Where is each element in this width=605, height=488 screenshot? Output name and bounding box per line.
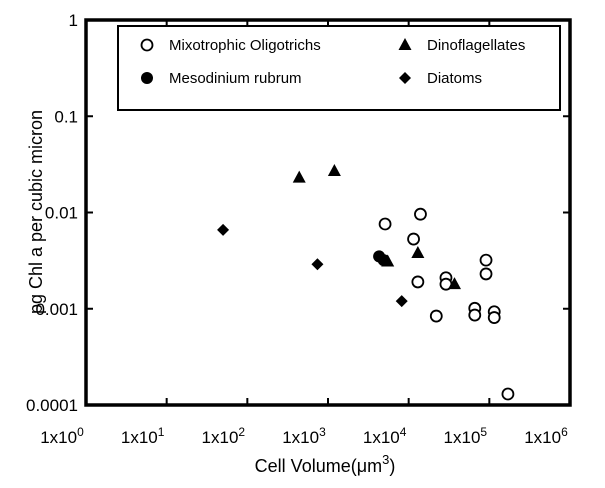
x-tick-label-exponent: 2 <box>238 425 245 439</box>
data-point <box>414 207 427 221</box>
x-tick-label-base: 1x10 <box>202 428 239 447</box>
x-tick-label-base: 1x10 <box>282 428 319 447</box>
x-tick-label-base: 1x10 <box>40 428 77 447</box>
data-point <box>217 223 230 236</box>
x-tick-label-exponent: 1 <box>158 425 165 439</box>
data-point <box>429 309 443 323</box>
legend-marker <box>140 38 154 52</box>
data-point <box>501 387 515 401</box>
data-point <box>327 163 341 176</box>
legend-label: Diatoms <box>427 70 482 87</box>
data-point <box>487 311 501 324</box>
y-tick-label: 0.001 <box>35 300 78 319</box>
data-point <box>411 245 425 258</box>
legend-label: Mesodinium rubrum <box>169 70 302 87</box>
data-point <box>378 217 392 231</box>
x-tick-label-base: 1x10 <box>363 428 400 447</box>
x-tick-label-exponent: 3 <box>319 425 326 439</box>
x-tick-label-base: 1x10 <box>524 428 561 447</box>
legend-label: Dinoflagellates <box>427 37 525 54</box>
x-axis-label-text: Cell Volume(μm <box>255 456 382 476</box>
y-tick-label: 1 <box>69 11 78 30</box>
legend-label: Mixotrophic Oligotrichs <box>169 37 321 54</box>
x-tick-label-exponent: 0 <box>77 425 84 439</box>
data-point <box>479 267 493 281</box>
data-point <box>448 277 462 290</box>
x-tick-label-base: 1x10 <box>121 428 158 447</box>
x-axis-label: Cell Volume(μm3) <box>255 452 396 476</box>
y-axis-label: pg Chl a per cubic micron <box>26 110 46 314</box>
x-tick-label: 1x101 <box>121 425 165 447</box>
y-tick-label: 0.01 <box>45 204 78 223</box>
y-tick-label: 0.1 <box>54 107 78 126</box>
legend-box <box>117 25 561 111</box>
x-axis-label-suffix: ) <box>389 456 395 476</box>
x-tick-label: 1x104 <box>363 425 407 447</box>
x-tick-label-exponent: 4 <box>400 425 407 439</box>
x-tick-label: 1x106 <box>524 425 568 447</box>
data-point <box>411 275 425 289</box>
legend-marker <box>399 72 411 84</box>
data-point <box>377 254 390 267</box>
data-point <box>479 253 493 267</box>
x-tick-label: 1x105 <box>444 425 488 447</box>
x-tick-label: 1x102 <box>202 425 246 447</box>
x-tick-label: 1x103 <box>282 425 326 447</box>
x-tick-label-base: 1x10 <box>444 428 481 447</box>
x-tick-label: 1x100 <box>40 425 84 447</box>
y-tick-label: 0.0001 <box>26 396 78 415</box>
data-point <box>407 232 420 246</box>
data-point <box>395 295 408 308</box>
x-tick-label-exponent: 5 <box>480 425 487 439</box>
legend-marker <box>398 38 412 50</box>
legend-marker <box>141 72 153 84</box>
x-axis-label-superscript: 3 <box>382 452 389 467</box>
data-point <box>292 170 306 183</box>
data-point <box>468 308 482 322</box>
x-tick-label-exponent: 6 <box>561 425 568 439</box>
data-point <box>311 258 324 271</box>
